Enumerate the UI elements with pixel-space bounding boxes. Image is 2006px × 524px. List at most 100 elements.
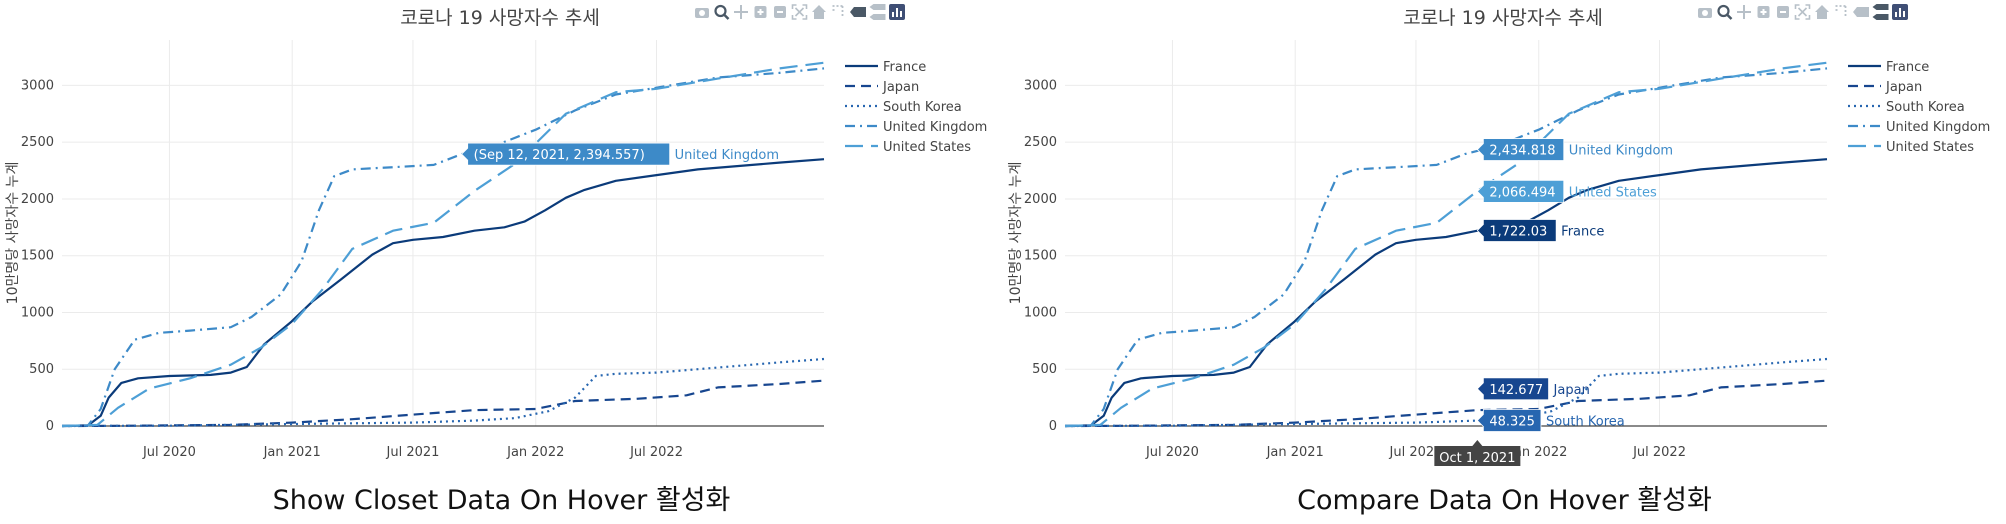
pan-icon[interactable] [1737,5,1751,19]
hover-x-box [1434,440,1521,466]
hover-label-box [1476,179,1565,203]
legend-item-united-states[interactable]: United States [845,140,971,155]
zoom-sign [757,9,764,15]
hover-compare-icon[interactable] [1872,4,1889,20]
series-line-united-kingdom[interactable] [61,67,825,428]
legend-item-united-states[interactable]: United States [1848,140,1974,155]
plotly-logo-icon[interactable] [889,4,905,20]
hover-label-box [1476,409,1542,432]
legend-item-united-kingdom[interactable]: United Kingdom [1848,120,1990,135]
legend: France Japan South Korea United Kingdom Unit… [845,60,987,155]
series-line-japan[interactable] [61,379,825,428]
series-line-united-kingdom[interactable] [1064,67,1828,428]
spike-shape [1835,5,1848,18]
hover-label-japan: 142.677 Japan [1476,377,1590,401]
y-axis-title: 10만명당 사망자수 누계 [1008,162,1024,305]
series-line-united-states[interactable] [1064,61,1828,428]
hover-label-value: 2,066.494 [1489,185,1555,200]
legend-item-france[interactable]: France [1848,60,1929,75]
zoom-icon[interactable] [714,4,730,20]
pan-cross [1737,5,1751,19]
caption-compare: Compare Data On Hover 활성화 [1297,485,1712,516]
y-tick-label: 2000 [1024,192,1057,207]
zoom-lens [714,4,727,18]
legend-label: France [1886,60,1929,75]
chart-title: 코로나 19 사망자수 추세 [1403,7,1603,29]
series-line-france[interactable] [61,158,825,428]
legend-item-japan[interactable]: Japan [845,80,919,95]
hover-label-name: Japan [1553,383,1590,398]
hover-label-value: 2,434.818 [1489,144,1555,159]
camera-icon[interactable] [695,8,709,18]
legend-label: South Korea [1886,100,1965,115]
y-tick-label: 3000 [21,78,54,93]
chart-panel-closest: 코로나 19 사망자수 추세 0 500 1000 1500 2000 2500 3000 Ju… [0,0,1003,516]
camera-icon[interactable] [1698,8,1712,18]
hover-compare-icon[interactable] [869,4,886,20]
hover-closest-icon[interactable] [850,7,866,17]
hover-label-name: United States [1569,185,1657,200]
series-line-south-korea[interactable] [61,357,825,428]
caption-closest: Show Closet Data On Hover 활성화 [272,485,731,516]
zoom-in-icon[interactable] [754,6,767,18]
hover-x-label: Oct 1, 2021 [1434,440,1521,466]
hover-closest-icon[interactable] [1853,7,1869,17]
y-tick-label: 1000 [1024,305,1057,320]
x-tick-label: Jul 2022 [629,445,683,460]
chart-svg-compare[interactable]: 코로나 19 사망자수 추세 0 500 1000 1500 2000 2500 3000 Ju… [1003,0,2006,470]
y-tick-label: 1500 [1024,249,1057,264]
y-tick-label: 0 [1049,419,1057,434]
series-line-japan[interactable] [1064,379,1828,428]
zoom-out-icon[interactable] [774,6,786,18]
pan-icon[interactable] [734,5,748,19]
autoscale-icon[interactable] [791,4,808,20]
zoom-handle [723,14,730,20]
hover-label-france: 1,722.03 France [1476,219,1604,242]
zoom-in-icon[interactable] [1757,6,1770,18]
x-tick-label: Jan 2021 [263,445,321,460]
chart-svg-closest[interactable]: 코로나 19 사망자수 추세 0 500 1000 1500 2000 2500 3000 Ju… [0,0,1003,470]
hover-label-box [1476,219,1557,242]
legend: France Japan South Korea United Kingdom Unit… [1848,60,1990,155]
zoom-sign [1760,9,1767,15]
series-line-france[interactable] [1064,158,1828,428]
zoom-out-icon[interactable] [1777,6,1789,18]
chart-panel-compare: 코로나 19 사망자수 추세 0 500 1000 1500 2000 2500 3000 Ju… [1003,0,2006,524]
hover-x-text: Oct 1, 2021 [1439,451,1515,466]
x-tick-label: Jul 2020 [1145,445,1199,460]
hover-label-united-kingdom: 2,434.818 United Kingdom [1476,138,1673,161]
legend-item-south-korea[interactable]: South Korea [1848,100,1965,115]
hover-label-south-korea: 48.325 South Korea [1476,409,1625,432]
legend-item-united-kingdom[interactable]: United Kingdom [845,120,987,135]
modebar [695,4,905,20]
camera-lens [1702,10,1708,16]
hover-closest-tag [850,7,866,17]
zoom-lens [1717,4,1730,18]
legend-label: United Kingdom [1886,120,1990,135]
series-line-united-states[interactable] [61,61,825,428]
modebar [1698,4,1908,20]
hover-label-box [1476,138,1565,161]
autoscale-icon[interactable] [1794,4,1811,20]
y-tick-label: 0 [46,419,54,434]
legend-label: South Korea [883,100,962,115]
hover-closest-tag [1853,7,1869,17]
autoscale-shape [791,4,808,20]
legend-item-south-korea[interactable]: South Korea [845,100,962,115]
y-tick-label: 500 [29,362,54,377]
plotly-logo-icon[interactable] [1892,4,1908,20]
chart-title: 코로나 19 사망자수 추세 [400,7,600,29]
legend-item-france[interactable]: France [845,60,926,75]
y-tick-label: 500 [1032,362,1057,377]
hover-label-name: South Korea [1546,415,1625,430]
y-tick-label: 1000 [21,305,54,320]
spike-lines-icon[interactable] [1835,5,1848,18]
reset-axes-icon[interactable] [812,5,826,19]
legend-item-japan[interactable]: Japan [1848,80,1922,95]
x-tick-label: Jan 2022 [1509,445,1567,460]
zoom-icon[interactable] [1717,4,1733,20]
series-line-south-korea[interactable] [1064,357,1828,428]
spike-lines-icon[interactable] [832,5,845,18]
hover-label-value: 142.677 [1489,383,1543,398]
reset-axes-icon[interactable] [1815,5,1829,19]
